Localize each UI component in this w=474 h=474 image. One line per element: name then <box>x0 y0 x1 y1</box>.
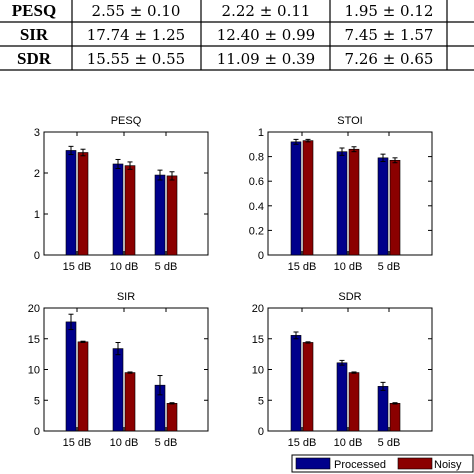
bar-noisy <box>124 372 136 432</box>
x-tick-label: 10 dB <box>334 437 363 449</box>
x-tick-label: 10 dB <box>110 261 139 273</box>
y-tick-label: 0 <box>34 426 40 438</box>
y-tick-label: 20 <box>252 303 264 315</box>
x-tick-label: 15 dB <box>63 437 92 449</box>
bar-processed <box>65 150 77 256</box>
x-tick-label: 5 dB <box>155 261 178 273</box>
bar-processed <box>112 348 124 432</box>
chart-title: SDR <box>338 291 361 303</box>
x-tick-label: 10 dB <box>110 437 139 449</box>
bar-noisy <box>77 152 89 256</box>
bar-processed <box>377 386 389 432</box>
table-row-label: PESQ <box>12 1 56 20</box>
y-tick-label: 0 <box>34 250 40 262</box>
chart-title: STOI <box>337 115 362 127</box>
table-cell: 12.40 ± 0.99 <box>217 26 315 44</box>
y-tick-label: 15 <box>252 334 264 346</box>
y-tick-label: 3 <box>34 127 40 139</box>
y-tick-label: 0.2 <box>249 225 264 237</box>
bar-noisy <box>348 148 360 256</box>
bar-noisy <box>166 403 178 432</box>
y-tick-label: 5 <box>34 395 40 407</box>
bar-processed <box>112 163 124 256</box>
table-cell: 15.55 ± 0.55 <box>87 50 185 68</box>
bar-noisy <box>124 165 136 256</box>
bar-noisy <box>348 372 360 432</box>
chart-title: PESQ <box>111 115 142 127</box>
y-tick-label: 10 <box>252 365 264 377</box>
chart-title: SIR <box>117 291 135 303</box>
y-tick-label: 20 <box>28 303 40 315</box>
y-tick-label: 0.4 <box>249 201 264 213</box>
x-tick-label: 15 dB <box>288 261 317 273</box>
results-table: PESQ 2.55 ± 0.10 2.22 ± 0.11 1.95 ± 0.12… <box>0 0 474 71</box>
bar-noisy <box>389 159 401 256</box>
x-tick-label: 15 dB <box>288 437 317 449</box>
y-tick-label: 5 <box>258 395 264 407</box>
bar-processed <box>336 151 348 256</box>
x-tick-label: 5 dB <box>155 437 178 449</box>
bar-noisy <box>77 341 89 432</box>
bar-processed <box>336 362 348 432</box>
legend-label-processed: Processed <box>334 459 386 471</box>
legend-label-noisy: Noisy <box>434 459 462 471</box>
bar-noisy <box>302 342 314 432</box>
bar-noisy <box>389 403 401 432</box>
table-row-label: SIR <box>20 25 49 44</box>
x-tick-label: 10 dB <box>334 261 363 273</box>
chart-panel-sdr: SDR 0 5 10 15 20 15 dB 10 dB 5 dB <box>252 291 433 449</box>
legend: Processed Noisy <box>291 454 474 473</box>
table-cell: 2.55 ± 0.10 <box>92 2 181 20</box>
chart-panel-sir: SIR 0 5 10 15 20 15 dB 10 dB 5 dB <box>28 291 209 449</box>
y-tick-label: 0 <box>258 250 264 262</box>
bar-noisy <box>166 175 178 256</box>
y-tick-label: 1 <box>34 209 40 221</box>
table-cell: 17.74 ± 1.25 <box>87 26 185 44</box>
table-cell: 11.09 ± 0.39 <box>217 50 315 68</box>
y-tick-label: 10 <box>28 365 40 377</box>
table-cell: 2.22 ± 0.11 <box>222 2 311 20</box>
legend-swatch-noisy <box>397 457 433 470</box>
bar-processed <box>290 335 302 432</box>
y-tick-label: 0 <box>258 426 264 438</box>
bar-processed <box>290 141 302 256</box>
chart-panel-pesq: PESQ 0 1 2 3 15 dB 10 dB 5 dB <box>34 115 209 273</box>
x-tick-label: 5 dB <box>378 261 401 273</box>
table-row-label: SDR <box>17 49 52 68</box>
bar-processed <box>154 174 166 256</box>
x-tick-label: 15 dB <box>63 261 92 273</box>
y-tick-label: 15 <box>28 334 40 346</box>
table-cell: 1.95 ± 0.12 <box>345 2 434 20</box>
y-tick-label: 1 <box>258 127 264 139</box>
y-tick-label: 2 <box>34 168 40 180</box>
table-cell: 7.45 ± 1.57 <box>345 26 434 44</box>
legend-swatch-processed <box>295 457 331 470</box>
y-tick-label: 0.6 <box>249 176 264 188</box>
x-tick-label: 5 dB <box>378 437 401 449</box>
bar-processed <box>377 157 389 256</box>
table-grid <box>0 0 474 71</box>
chart-panel-stoi: STOI 0 0.2 0.4 0.6 0.8 1 15 dB 10 dB 5 dB <box>249 115 433 273</box>
bar-noisy <box>302 140 314 256</box>
y-tick-label: 0.8 <box>249 152 264 164</box>
bar-processed <box>65 321 77 432</box>
table-cell: 7.26 ± 0.65 <box>345 50 434 68</box>
